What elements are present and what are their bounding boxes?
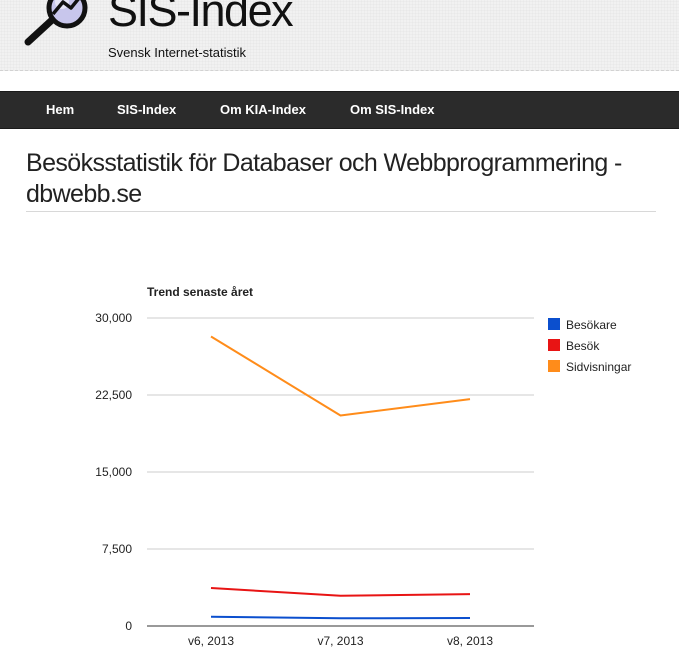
nav-item-om-sis-index[interactable]: Om SIS-Index xyxy=(350,102,435,117)
main-navigation: Hem SIS-Index Om KIA-Index Om SIS-Index xyxy=(0,91,679,129)
x-tick-label: v7, 2013 xyxy=(317,634,363,648)
legend-swatch xyxy=(548,318,560,330)
site-subtitle: Svensk Internet-statistik xyxy=(108,45,246,60)
page-title: Besöksstatistik för Databaser och Webbpr… xyxy=(26,149,622,208)
y-tick-label: 7,500 xyxy=(102,542,132,556)
y-tick-label: 22,500 xyxy=(95,388,132,402)
nav-item-sis-index[interactable]: SIS-Index xyxy=(117,102,177,117)
title-divider xyxy=(26,211,656,212)
legend-entry[interactable]: Besökare xyxy=(566,318,617,332)
magnifier-trend-icon[interactable] xyxy=(22,0,104,48)
series-line-bes-k[interactable] xyxy=(210,587,471,597)
legend-entry[interactable]: Sidvisningar xyxy=(566,360,631,374)
series-line-sidvisningar[interactable] xyxy=(210,335,471,417)
site-title[interactable]: SIS-Index xyxy=(108,0,294,36)
legend-entry[interactable]: Besök xyxy=(566,339,600,353)
chart-title: Trend senaste året xyxy=(147,285,253,299)
nav-item-om-kia-index[interactable]: Om KIA-Index xyxy=(220,102,306,117)
y-tick-label: 15,000 xyxy=(95,465,132,479)
y-tick-label: 30,000 xyxy=(95,311,132,325)
site-header: SIS-Index Svensk Internet-statistik xyxy=(0,0,679,71)
legend-swatch xyxy=(548,339,560,351)
legend-swatch xyxy=(548,360,560,372)
y-tick-label: 0 xyxy=(125,619,132,633)
x-tick-label: v8, 2013 xyxy=(447,634,493,648)
x-tick-label: v6, 2013 xyxy=(188,634,234,648)
nav-item-hem[interactable]: Hem xyxy=(46,102,75,117)
series-line-bes-kare[interactable] xyxy=(210,615,471,620)
